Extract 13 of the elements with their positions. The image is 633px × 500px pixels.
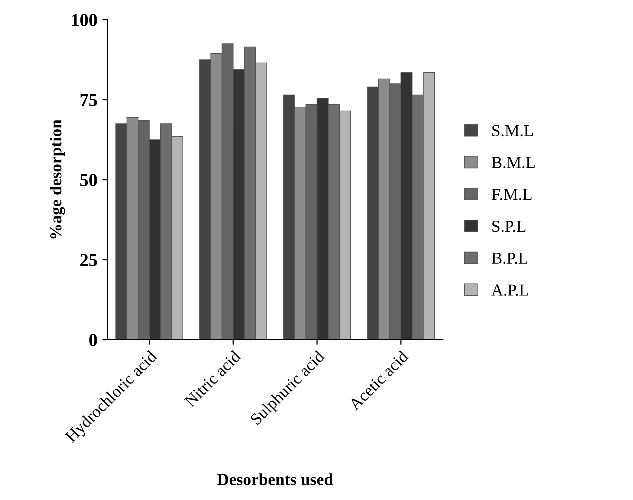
y-tick-label: 50 — [80, 174, 98, 186]
legend-label: A.P.L — [492, 284, 528, 296]
x-axis-title: Desorbents used — [218, 474, 334, 486]
legend-label: F.M.L — [492, 189, 532, 200]
y-tick-label: 100 — [72, 14, 98, 26]
y-axis-title: %age desorption — [50, 120, 66, 239]
y-tick-label: 75 — [80, 94, 98, 106]
legend-label: B.P.L — [492, 252, 528, 264]
legend-label: S.M.L — [492, 125, 534, 137]
legend-label: B.M.L — [492, 157, 535, 168]
y-tick-label: 25 — [80, 254, 98, 266]
y-tick-label: 0 — [90, 334, 98, 346]
legend-label: S.P.L — [492, 220, 526, 232]
